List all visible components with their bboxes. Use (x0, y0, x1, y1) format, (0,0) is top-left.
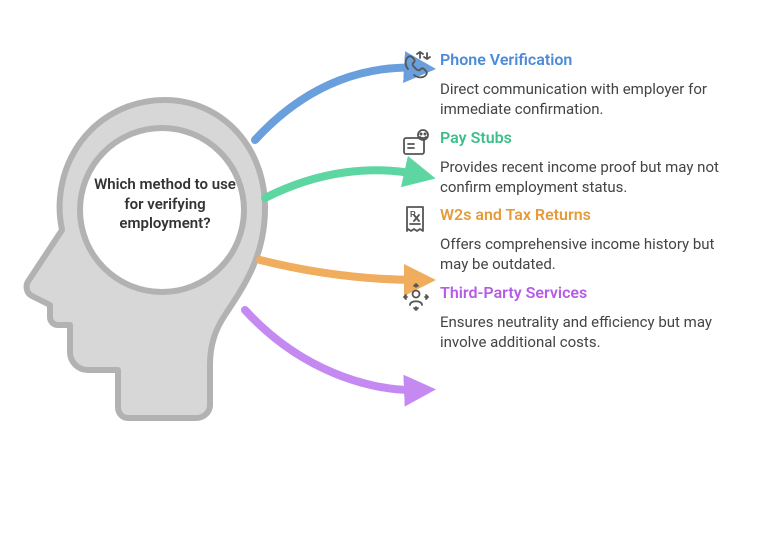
item-phone-verification: Phone Verification Direct communication … (440, 50, 740, 120)
diagram-canvas: Which method to use for verifying employ… (0, 0, 769, 536)
item-pay-stubs: Pay Stubs Provides recent income proof b… (440, 128, 740, 198)
item-w2s-tax: R W2s and Tax Returns Offers comprehensi… (440, 205, 740, 275)
id-smile-icon (400, 126, 432, 158)
arrow-2 (265, 170, 420, 198)
item-title: W2s and Tax Returns (440, 205, 740, 224)
item-desc: Ensures neutrality and efficiency but ma… (440, 312, 740, 353)
receipt-rx-icon: R (400, 203, 432, 235)
phone-arrows-icon (400, 48, 432, 80)
arrow-3 (260, 260, 420, 280)
arrow-4 (245, 310, 420, 390)
item-desc: Direct communication with employer for i… (440, 79, 740, 120)
item-third-party: Third-Party Services Ensures neutrality … (440, 283, 740, 353)
item-title: Third-Party Services (440, 283, 740, 302)
items-list: Phone Verification Direct communication … (440, 50, 740, 360)
item-title: Phone Verification (440, 50, 740, 69)
item-desc: Provides recent income proof but may not… (440, 157, 740, 198)
arrow-1 (255, 68, 420, 140)
item-title: Pay Stubs (440, 128, 740, 147)
item-desc: Offers comprehensive income history but … (440, 234, 740, 275)
person-arrows-icon (400, 281, 432, 313)
